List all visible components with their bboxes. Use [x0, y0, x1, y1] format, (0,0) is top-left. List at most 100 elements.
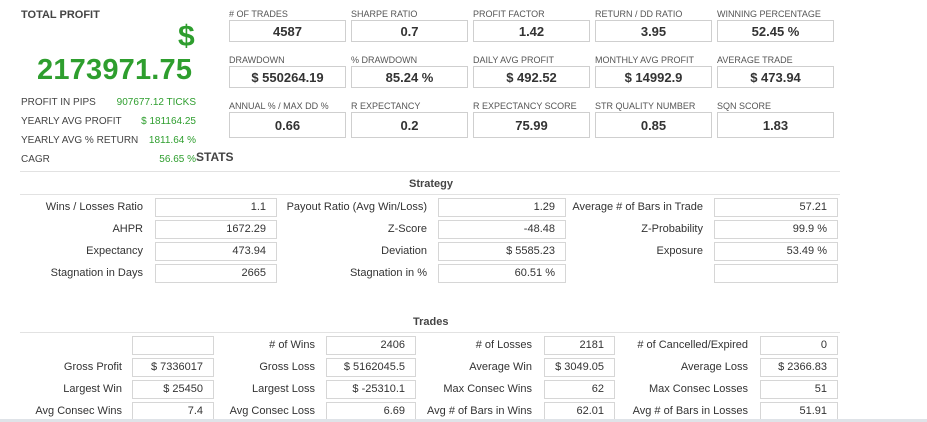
summary-row-profit-pips: PROFIT IN PIPS 907677.12 TICKS [21, 97, 196, 108]
strategy-value: 473.94 [155, 242, 277, 261]
strategy-empty-cell [714, 264, 838, 283]
total-profit-value: 2173971.75 [37, 54, 193, 86]
metric-drawdown: DRAWDOWN $ 550264.19 [229, 54, 346, 88]
strategy-divider [20, 194, 840, 195]
trades-value: 51 [760, 380, 838, 399]
metric-label: ANNUAL % / MAX DD % [229, 101, 329, 111]
summary-row-value: 907677.12 TICKS [116, 97, 196, 108]
trades-label: Max Consec Wins [443, 383, 532, 395]
metric-r-expectancy: R EXPECTANCY 0.2 [351, 100, 468, 138]
metric-label: MONTHLY AVG PROFIT [595, 55, 695, 65]
summary-row-value: $ 181164.25 [141, 116, 196, 127]
summary-row-yearly-avg-profit: YEARLY AVG PROFIT $ 181164.25 [21, 116, 196, 127]
summary-row-cagr: CAGR 56.65 % [21, 154, 196, 165]
strategy-label: Expectancy [86, 245, 143, 257]
metric-value: 85.24 % [351, 66, 468, 88]
trades-value: 0 [760, 336, 838, 355]
metric-value: 0.7 [351, 20, 468, 42]
strategy-title: Strategy [409, 178, 454, 190]
metric-label: R EXPECTANCY SCORE [473, 101, 577, 111]
trades-label: Average Loss [680, 361, 748, 373]
metric-label: % DRAWDOWN [351, 55, 418, 65]
trades-label: Largest Loss [252, 383, 315, 395]
metric-r-expectancy-score: R EXPECTANCY SCORE 75.99 [473, 100, 590, 138]
trades-value: $ 2366.83 [760, 358, 838, 377]
strategy-label: Payout Ratio (Avg Win/Loss) [286, 201, 427, 213]
summary-row-label: PROFIT IN PIPS [21, 97, 96, 108]
strategy-label: Z-Score [387, 223, 427, 235]
metric-return-dd-ratio: RETURN / DD RATIO 3.95 [595, 8, 712, 42]
metric-label: AVERAGE TRADE [717, 55, 793, 65]
summary-row-label: YEARLY AVG PROFIT [21, 116, 122, 127]
metric-winning-percentage: WINNING PERCENTAGE 52.45 % [717, 8, 834, 42]
metric-percent-drawdown: % DRAWDOWN 85.24 % [351, 54, 468, 88]
strategy-value: -48.48 [438, 220, 566, 239]
horizontal-scrollbar[interactable] [0, 419, 927, 422]
metric-num-trades: # OF TRADES 4587 [229, 8, 346, 42]
metric-label: DAILY AVG PROFIT [473, 55, 555, 65]
trades-value: $ 3049.05 [544, 358, 615, 377]
trades-value: 2406 [326, 336, 416, 355]
trades-label: Gross Loss [259, 361, 315, 373]
strategy-label: Average # of Bars in Trade [572, 201, 703, 213]
summary-row-label: CAGR [21, 154, 50, 165]
trades-value: 62 [544, 380, 615, 399]
trades-label: Gross Profit [63, 361, 122, 373]
strategy-label: Wins / Losses Ratio [45, 201, 143, 213]
trades-value: 2181 [544, 336, 615, 355]
metric-label: WINNING PERCENTAGE [717, 9, 821, 19]
summary-row-yearly-avg-return: YEARLY AVG % RETURN 1811.64 % [21, 135, 196, 146]
metric-value: 1.42 [473, 20, 590, 42]
strategy-value: 1.29 [438, 198, 566, 217]
trades-label: Average Win [469, 361, 532, 373]
summary-row-label: YEARLY AVG % RETURN [21, 135, 139, 146]
strategy-label: AHPR [112, 223, 143, 235]
summary-row-value: 1811.64 % [148, 135, 196, 146]
trades-empty-cell [132, 336, 214, 355]
metric-value: $ 550264.19 [229, 66, 346, 88]
trades-value: $ 25450 [132, 380, 214, 399]
trades-label: Avg # of Bars in Wins [427, 405, 532, 417]
metric-daily-avg-profit: DAILY AVG PROFIT $ 492.52 [473, 54, 590, 88]
currency-symbol: $ [178, 20, 195, 53]
strategy-label: Stagnation in Days [50, 267, 143, 279]
trades-label: # of Wins [269, 339, 315, 351]
metric-profit-factor: PROFIT FACTOR 1.42 [473, 8, 590, 42]
trades-label: Avg Consec Wins [35, 405, 122, 417]
metric-value: $ 14992.9 [595, 66, 712, 88]
trades-value: $ -25310.1 [326, 380, 416, 399]
strategy-value: 99.9 % [714, 220, 838, 239]
trades-value: 6.69 [326, 402, 416, 421]
trades-value: $ 7336017 [132, 358, 214, 377]
metric-value: 1.83 [717, 112, 834, 138]
trades-label: # of Cancelled/Expired [637, 339, 748, 351]
metric-label: PROFIT FACTOR [473, 9, 545, 19]
trades-divider [20, 332, 840, 333]
metric-value: $ 473.94 [717, 66, 834, 88]
metric-average-trade: AVERAGE TRADE $ 473.94 [717, 54, 834, 88]
metric-value: 52.45 % [717, 20, 834, 42]
metric-label: R EXPECTANCY [351, 101, 421, 111]
metric-label: SHARPE RATIO [351, 9, 418, 19]
metric-value: $ 492.52 [473, 66, 590, 88]
metric-value: 3.95 [595, 20, 712, 42]
metric-label: # OF TRADES [229, 9, 288, 19]
trades-value: 62.01 [544, 402, 615, 421]
metric-sharpe-ratio: SHARPE RATIO 0.7 [351, 8, 468, 42]
trades-label: # of Losses [475, 339, 532, 351]
trades-label: Avg Consec Loss [229, 405, 315, 417]
strategy-label: Stagnation in % [349, 267, 427, 279]
metric-value: 0.85 [595, 112, 712, 138]
metric-monthly-avg-profit: MONTHLY AVG PROFIT $ 14992.9 [595, 54, 712, 88]
strategy-value: $ 5585.23 [438, 242, 566, 261]
trades-label: Max Consec Losses [648, 383, 748, 395]
stats-title: STATS [196, 150, 234, 164]
strategy-value: 60.51 % [438, 264, 566, 283]
metric-label: STR QUALITY NUMBER [595, 101, 696, 111]
trades-label: Largest Win [63, 383, 122, 395]
total-profit-label: TOTAL PROFIT [21, 9, 100, 21]
strategy-divider [20, 171, 840, 172]
trades-title: Trades [413, 316, 449, 328]
metric-value: 4587 [229, 20, 346, 42]
metric-value: 75.99 [473, 112, 590, 138]
